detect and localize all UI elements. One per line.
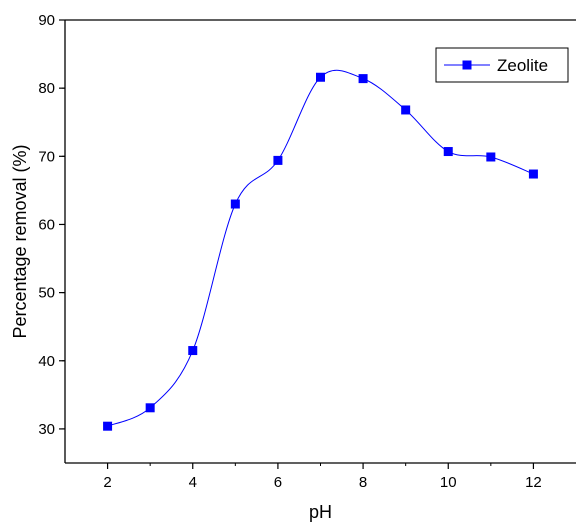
x-tick-label: 6 [274,474,282,491]
data-point [273,155,283,165]
y-tick-label: 70 [38,148,55,165]
series-markers [103,72,538,431]
data-point [528,169,538,179]
data-point [316,72,325,82]
legend-label: Zeolite [497,56,548,75]
legend-marker [462,60,472,70]
data-point [188,346,198,356]
data-point [443,147,453,157]
y-tick-label: 30 [38,421,55,438]
data-point [145,403,155,413]
data-point [401,105,411,115]
x-tick-label: 8 [359,474,367,491]
x-tick-label: 10 [440,474,457,491]
y-tick-label: 40 [38,353,55,370]
x-tick-label: 4 [189,474,197,491]
legend: Zeolite [435,47,569,83]
x-axis: 2 4 6 8 10 12 [103,463,542,491]
data-point [230,199,240,209]
y-tick-label: 90 [38,12,55,29]
data-point [358,74,368,84]
series-line-zeolite [107,69,534,427]
x-tick-label: 12 [525,474,542,491]
data-point [103,421,113,431]
y-axis: 30 40 50 60 70 80 90 [38,12,65,438]
plot-frame [64,19,576,464]
y-tick-label: 50 [38,285,55,302]
y-axis-title: Percentage removal (%) [10,144,30,338]
y-tick-label: 80 [38,80,55,97]
y-tick-label: 60 [38,216,55,233]
x-axis-title: pH [309,502,332,522]
data-point [486,152,496,162]
x-tick-label: 2 [103,474,111,491]
